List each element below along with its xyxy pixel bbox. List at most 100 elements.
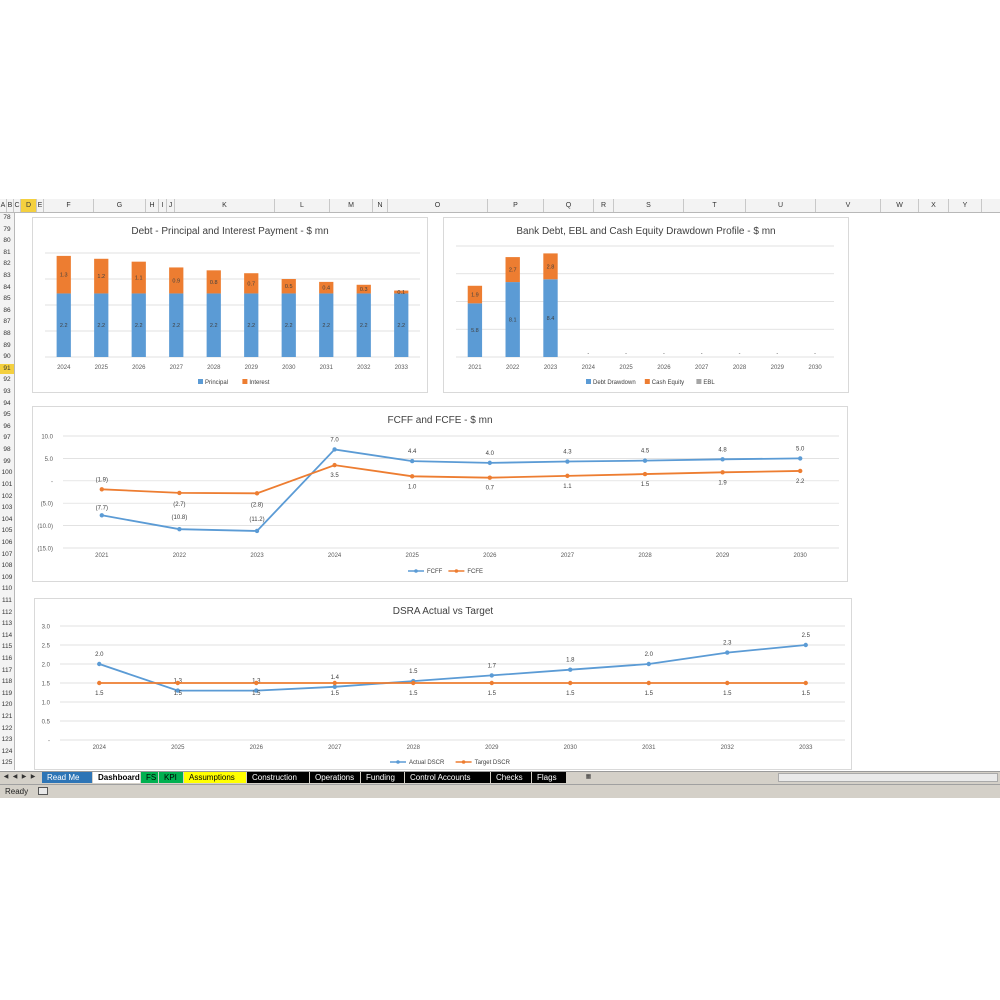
column-header-n[interactable]: N bbox=[373, 199, 388, 212]
row-header[interactable]: 99 bbox=[3, 457, 11, 465]
column-header-g[interactable]: G bbox=[94, 199, 146, 212]
row-header[interactable]: 84 bbox=[3, 283, 11, 291]
row-header[interactable]: 87 bbox=[3, 318, 11, 326]
row-header[interactable]: 122 bbox=[1, 724, 13, 732]
row-header[interactable]: 110 bbox=[1, 585, 13, 593]
row-header[interactable]: 109 bbox=[1, 573, 13, 581]
column-header-o[interactable]: O bbox=[388, 199, 488, 212]
row-header[interactable]: 88 bbox=[3, 330, 11, 338]
sheet-tab-operations[interactable]: Operations bbox=[310, 772, 360, 783]
row-header[interactable]: 102 bbox=[1, 492, 13, 500]
row-header[interactable]: 117 bbox=[1, 666, 13, 674]
row-header[interactable]: 90 bbox=[3, 353, 11, 361]
x-tick-label: 2028 bbox=[733, 365, 747, 371]
row-header[interactable]: 83 bbox=[3, 272, 11, 280]
column-header-t[interactable]: T bbox=[684, 199, 746, 212]
row-header[interactable]: 106 bbox=[1, 538, 13, 546]
macro-record-icon[interactable] bbox=[38, 787, 48, 795]
row-header[interactable]: 112 bbox=[1, 608, 13, 616]
sheet-tab-flags[interactable]: Flags bbox=[532, 772, 566, 783]
data-point bbox=[568, 680, 573, 686]
column-header-s[interactable]: S bbox=[614, 199, 684, 212]
column-header-e[interactable]: E bbox=[37, 199, 44, 212]
row-header[interactable]: 100 bbox=[1, 469, 13, 477]
row-header[interactable]: 89 bbox=[3, 341, 11, 349]
next-sheet-nav-icon[interactable]: ▶ bbox=[21, 774, 27, 780]
row-header[interactable]: 114 bbox=[1, 631, 13, 639]
column-header-d[interactable]: D bbox=[21, 199, 37, 212]
first-sheet-nav-icon[interactable]: ◀ bbox=[3, 774, 9, 780]
sheet-tab-construction[interactable]: Construction bbox=[247, 772, 309, 783]
row-header[interactable]: 96 bbox=[3, 422, 11, 430]
row-header[interactable]: 101 bbox=[1, 480, 13, 488]
row-header[interactable]: 79 bbox=[3, 225, 11, 233]
sheet-tab-kpi[interactable]: KPI bbox=[159, 772, 183, 783]
column-header-y[interactable]: Y bbox=[949, 199, 982, 212]
column-header-m[interactable]: M bbox=[330, 199, 373, 212]
fcff-fcfe-chart[interactable]: FCFF and FCFE - $ mn 10.0 5.0 - (5.0) (10.0) (… bbox=[32, 406, 848, 582]
column-header-r[interactable]: R bbox=[594, 199, 614, 212]
row-header[interactable]: 86 bbox=[3, 306, 11, 314]
column-header-u[interactable]: U bbox=[746, 199, 816, 212]
sheet-tab-checks[interactable]: Checks bbox=[491, 772, 531, 783]
row-header[interactable]: 82 bbox=[3, 260, 11, 268]
row-header[interactable]: 91 bbox=[0, 363, 14, 374]
debt-payment-chart[interactable]: Debt - Principal and Interest Payment - … bbox=[32, 217, 428, 393]
row-header[interactable]: 111 bbox=[2, 596, 12, 604]
row-header[interactable]: 94 bbox=[3, 399, 11, 407]
data-label: 2.8 bbox=[547, 264, 555, 270]
column-header-q[interactable]: Q bbox=[544, 199, 594, 212]
row-header[interactable]: 78 bbox=[3, 214, 11, 221]
sheet-tab-fs[interactable]: FS bbox=[141, 772, 158, 783]
row-header[interactable]: 124 bbox=[1, 747, 13, 755]
sheet-tab-control-accounts[interactable]: Control Accounts bbox=[405, 772, 490, 783]
row-header[interactable]: 97 bbox=[3, 434, 11, 442]
row-header[interactable]: 105 bbox=[1, 527, 13, 535]
row-header[interactable]: 98 bbox=[3, 446, 11, 454]
column-header-b[interactable]: B bbox=[7, 199, 14, 212]
insert-sheet-icon[interactable]: ▦ bbox=[585, 774, 592, 780]
row-header[interactable]: 115 bbox=[1, 643, 13, 651]
worksheet-grid[interactable]: Debt - Principal and Interest Payment - … bbox=[15, 213, 1000, 770]
column-header-k[interactable]: K bbox=[175, 199, 275, 212]
y-tick-label: 1.5 bbox=[42, 682, 51, 688]
row-header[interactable]: 119 bbox=[1, 689, 13, 697]
row-header[interactable]: 92 bbox=[3, 376, 11, 384]
last-sheet-nav-icon[interactable]: ▶ bbox=[30, 774, 36, 780]
row-header[interactable]: 123 bbox=[1, 736, 13, 744]
sheet-tab-assumptions[interactable]: Assumptions bbox=[184, 772, 246, 783]
column-header-j[interactable]: J bbox=[167, 199, 175, 212]
drawdown-profile-chart[interactable]: Bank Debt, EBL and Cash Equity Drawdown … bbox=[443, 217, 849, 393]
sheet-tab-dashboard[interactable]: Dashboard bbox=[93, 772, 140, 783]
prev-sheet-nav-icon[interactable]: ◀ bbox=[12, 774, 18, 780]
row-header[interactable]: 116 bbox=[1, 654, 13, 662]
column-header-a[interactable]: A bbox=[0, 199, 7, 212]
dsra-chart[interactable]: DSRA Actual vs Target 3.0 2.5 2.0 1.5 1.0 0.5 -… bbox=[34, 598, 852, 770]
row-header[interactable]: 120 bbox=[1, 701, 13, 709]
row-header[interactable]: 125 bbox=[1, 759, 13, 767]
column-header-p[interactable]: P bbox=[488, 199, 544, 212]
row-header[interactable]: 121 bbox=[1, 712, 13, 720]
row-header[interactable]: 85 bbox=[3, 295, 11, 303]
row-header[interactable]: 80 bbox=[3, 237, 11, 245]
row-header[interactable]: 104 bbox=[1, 515, 13, 523]
column-header-w[interactable]: W bbox=[881, 199, 919, 212]
column-header-h[interactable]: H bbox=[146, 199, 159, 212]
row-header[interactable]: 107 bbox=[1, 550, 13, 558]
row-header[interactable]: 95 bbox=[3, 411, 11, 419]
column-header-x[interactable]: X bbox=[919, 199, 949, 212]
sheet-tab-read-me[interactable]: Read Me bbox=[42, 772, 92, 783]
column-header-c[interactable]: C bbox=[14, 199, 21, 212]
sheet-tab-funding[interactable]: Funding bbox=[361, 772, 404, 783]
column-header-i[interactable]: I bbox=[159, 199, 167, 212]
row-header[interactable]: 118 bbox=[1, 678, 13, 686]
column-header-v[interactable]: V bbox=[816, 199, 881, 212]
row-header[interactable]: 108 bbox=[1, 562, 13, 570]
column-header-l[interactable]: L bbox=[275, 199, 330, 212]
column-header-f[interactable]: F bbox=[44, 199, 94, 212]
row-header[interactable]: 113 bbox=[1, 620, 13, 628]
horizontal-scrollbar[interactable] bbox=[778, 773, 998, 782]
row-header[interactable]: 103 bbox=[1, 504, 13, 512]
row-header[interactable]: 93 bbox=[3, 388, 11, 396]
row-header[interactable]: 81 bbox=[3, 248, 11, 256]
